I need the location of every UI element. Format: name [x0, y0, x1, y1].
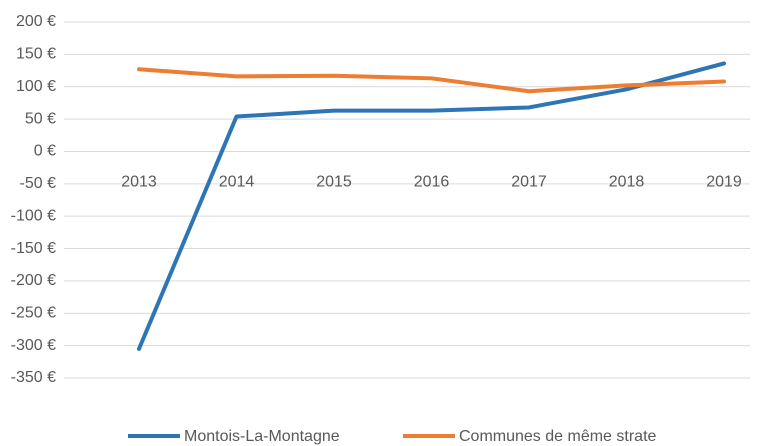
x-tick-label: 2014	[219, 174, 255, 191]
y-tick-label: -350 €	[11, 369, 56, 386]
x-tick-label: 2016	[414, 174, 450, 191]
series-line	[137, 61, 726, 351]
x-tick-label: 2019	[706, 174, 742, 191]
legend-label: Communes de même strate	[459, 428, 657, 445]
x-tick-label: 2018	[609, 174, 645, 191]
y-tick-label: -100 €	[11, 207, 56, 224]
x-tick-label: 2017	[511, 174, 547, 191]
x-tick-label: 2013	[121, 174, 157, 191]
y-tick-label: 200 €	[16, 13, 56, 30]
x-tick-label: 2015	[316, 174, 352, 191]
y-tick-label: 0 €	[34, 143, 56, 160]
y-tick-label: -250 €	[11, 304, 56, 321]
y-tick-label: -200 €	[11, 272, 56, 289]
y-tick-label: -50 €	[20, 175, 57, 192]
legend-label: Montois-La-Montagne	[184, 428, 340, 445]
y-tick-label: -300 €	[11, 337, 56, 354]
series-line	[137, 67, 726, 94]
y-tick-label: 150 €	[16, 46, 56, 63]
y-tick-label: -150 €	[11, 240, 56, 257]
y-tick-label: 100 €	[16, 78, 56, 95]
y-tick-label: 50 €	[25, 110, 56, 127]
